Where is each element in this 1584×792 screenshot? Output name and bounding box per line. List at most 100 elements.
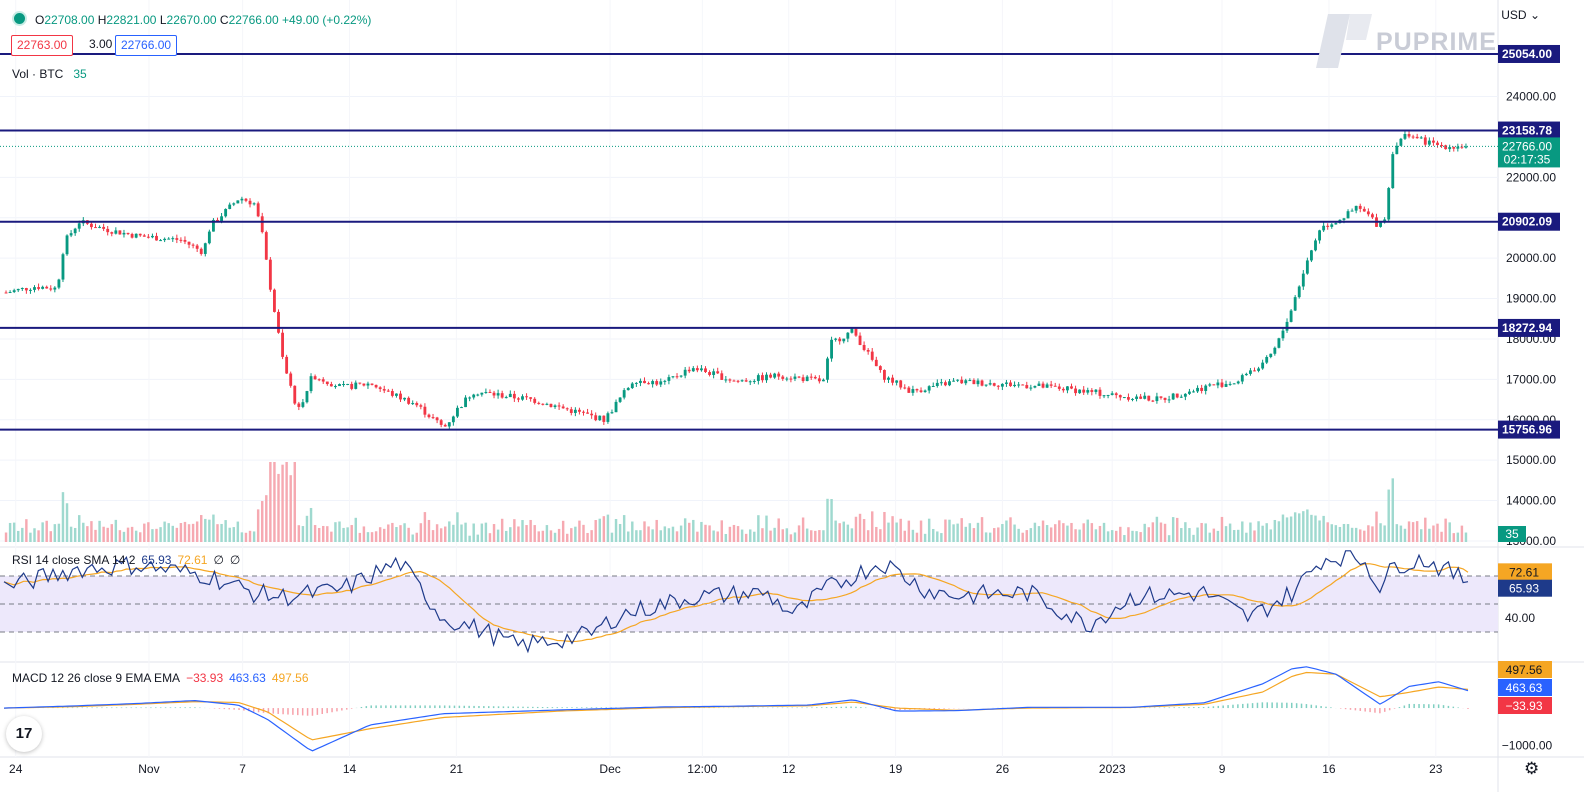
candle-body: [362, 383, 366, 386]
countdown-label: 02:17:35: [1504, 152, 1551, 166]
candle-body: [195, 245, 199, 249]
candle-body: [309, 376, 313, 392]
candle-body: [358, 382, 362, 384]
candle-body: [736, 380, 740, 382]
volume-bar: [143, 523, 146, 542]
volume-bar: [1314, 515, 1317, 542]
candle-body: [61, 254, 65, 280]
volume-bar: [521, 520, 524, 542]
candle-body: [1456, 146, 1460, 149]
candle-body: [935, 382, 939, 387]
candle-body: [695, 368, 699, 371]
volume-bar: [480, 523, 484, 542]
volume-bar: [1399, 525, 1403, 542]
volume-bar: [708, 525, 711, 542]
volume-bar: [1241, 521, 1244, 542]
volume-bar: [179, 523, 183, 542]
sell-button[interactable]: 22763.00: [11, 35, 74, 56]
candle-body: [411, 403, 415, 405]
rsi-extra-1: ∅: [213, 553, 224, 567]
price-candles: [4, 130, 1468, 431]
candle-body: [1163, 397, 1167, 400]
candle-body: [785, 378, 789, 380]
candle-body: [964, 380, 968, 384]
rsi-tick-label: 40.00: [1505, 611, 1535, 625]
candle-body: [931, 386, 935, 388]
macd-label: MACD 12 26 close 9 EMA EMA: [12, 671, 181, 685]
volume-bar: [887, 522, 890, 542]
candle-body: [712, 371, 716, 375]
volume-bar: [456, 512, 459, 542]
volume-bar: [826, 498, 829, 542]
candle-body: [232, 203, 236, 205]
volume-bar: [1200, 522, 1203, 542]
macd-signal-value: 497.56: [271, 671, 309, 685]
candle-body: [1082, 389, 1086, 393]
buy-button[interactable]: 22766.00: [115, 35, 178, 56]
volume-bar: [220, 523, 223, 542]
volume-bar: [1456, 532, 1460, 542]
candle-body: [102, 226, 106, 229]
gear-icon[interactable]: ⚙: [1524, 759, 1540, 778]
volume-bar: [1074, 529, 1077, 542]
volume-bar: [1139, 532, 1142, 542]
x-tick-label: 14: [343, 762, 357, 776]
volume-bar: [49, 531, 52, 542]
high-label: H: [97, 13, 107, 27]
candle-body: [1066, 386, 1069, 391]
candle-body: [216, 219, 219, 222]
volume-bar: [1407, 521, 1411, 542]
volume-bar: [761, 528, 764, 542]
volume-bar: [586, 532, 589, 542]
volume-bar: [187, 524, 191, 542]
volume-bar: [431, 530, 435, 542]
volume-bar: [655, 519, 658, 542]
candle-body: [525, 396, 528, 398]
candle-body: [1395, 145, 1399, 155]
volume-legend[interactable]: Vol · BTC 35: [12, 67, 87, 81]
volume-bar: [940, 533, 943, 542]
candle-body: [1009, 382, 1012, 387]
macd-hist-value: −33.93: [186, 671, 224, 685]
volume-bar: [854, 516, 858, 542]
rsi-legend[interactable]: RSI 14 close SMA 14 2 65.93 72.61 ∅ ∅: [12, 553, 240, 567]
candle-body: [1326, 225, 1330, 227]
close-value: 22766.00: [228, 13, 279, 27]
volume-bar: [1106, 531, 1110, 542]
volume-bar: [602, 516, 606, 542]
volume-bar: [301, 526, 305, 542]
candle-body: [293, 385, 297, 404]
candle-body: [1167, 399, 1171, 401]
volume-bar: [749, 529, 752, 542]
candle-body: [1358, 205, 1362, 209]
volume-bar: [130, 526, 134, 542]
candle-body: [1053, 385, 1057, 387]
volume-bar: [191, 523, 195, 542]
volume-bar: [712, 530, 715, 542]
tradingview-logo-icon[interactable]: 17: [6, 716, 42, 752]
candle-body: [720, 373, 724, 380]
volume-bar: [500, 518, 504, 542]
volume-bar: [639, 530, 642, 542]
candle-body: [1261, 362, 1265, 369]
volume-bar: [1127, 527, 1130, 542]
candle-body: [329, 384, 333, 387]
currency-selector[interactable]: USD ⌄: [1501, 8, 1540, 22]
volume-bar: [765, 515, 768, 542]
volume-bar: [627, 531, 630, 542]
candle-body: [378, 387, 382, 390]
candle-body: [321, 379, 325, 382]
y-tick-label: 19000.00: [1506, 292, 1556, 306]
macd-legend[interactable]: MACD 12 26 close 9 EMA EMA −33.93 463.63 49…: [12, 671, 309, 685]
candle-body: [456, 407, 459, 417]
volume-bar: [1237, 529, 1240, 542]
volume-bar: [411, 534, 414, 542]
candle-body: [1135, 396, 1138, 399]
candle-body: [1305, 260, 1309, 274]
y-tick-label: 20000.00: [1506, 251, 1556, 265]
volume-bar: [846, 524, 850, 542]
candle-body: [366, 383, 370, 386]
volume-bar: [1180, 528, 1183, 542]
volume-bar: [305, 515, 309, 542]
